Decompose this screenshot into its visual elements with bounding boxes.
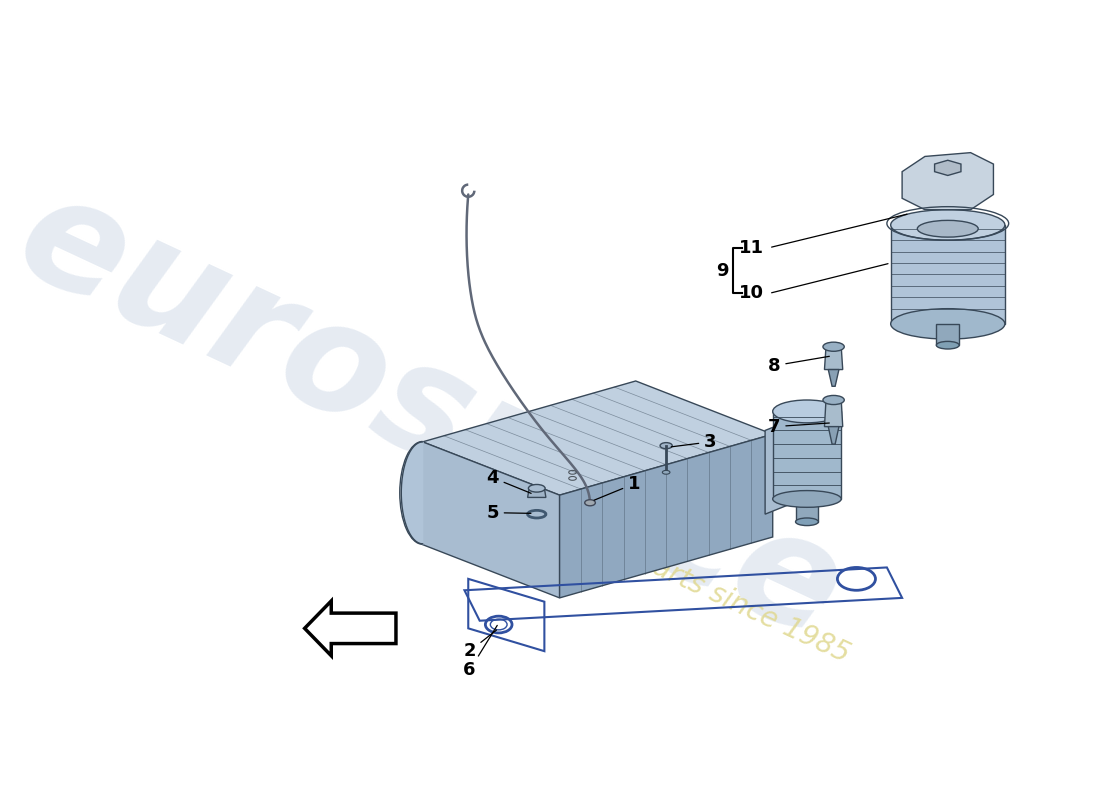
Polygon shape xyxy=(828,370,839,386)
Polygon shape xyxy=(825,346,843,370)
Ellipse shape xyxy=(917,220,978,237)
Ellipse shape xyxy=(528,485,546,492)
Text: 5: 5 xyxy=(486,504,531,522)
Text: 8: 8 xyxy=(768,356,829,374)
Text: a passion for parts since 1985: a passion for parts since 1985 xyxy=(462,466,855,669)
Ellipse shape xyxy=(891,210,1005,240)
Polygon shape xyxy=(935,160,961,175)
Ellipse shape xyxy=(823,395,845,405)
Polygon shape xyxy=(528,488,546,498)
Ellipse shape xyxy=(585,500,595,506)
Polygon shape xyxy=(828,426,839,444)
Ellipse shape xyxy=(662,470,670,474)
Ellipse shape xyxy=(660,442,672,449)
Polygon shape xyxy=(422,381,772,495)
Text: 3: 3 xyxy=(671,433,717,451)
Text: 11: 11 xyxy=(738,238,763,257)
Polygon shape xyxy=(795,499,818,522)
Polygon shape xyxy=(422,442,560,598)
Polygon shape xyxy=(825,400,843,426)
Ellipse shape xyxy=(891,309,1005,339)
Polygon shape xyxy=(305,601,396,656)
Text: 7: 7 xyxy=(768,418,829,436)
Text: 4: 4 xyxy=(486,469,531,494)
Text: 1: 1 xyxy=(594,474,640,500)
Text: 6: 6 xyxy=(463,626,497,679)
Ellipse shape xyxy=(772,490,842,507)
Text: 2: 2 xyxy=(463,630,496,660)
Polygon shape xyxy=(891,225,1005,324)
Polygon shape xyxy=(402,442,422,545)
Ellipse shape xyxy=(795,518,818,526)
Ellipse shape xyxy=(772,400,842,423)
Polygon shape xyxy=(902,153,993,210)
Polygon shape xyxy=(560,434,772,598)
Text: 9: 9 xyxy=(716,262,728,280)
Text: eurospace: eurospace xyxy=(0,159,865,671)
Polygon shape xyxy=(936,324,959,345)
Polygon shape xyxy=(766,400,842,514)
Polygon shape xyxy=(772,411,842,499)
Ellipse shape xyxy=(823,342,845,351)
Text: 10: 10 xyxy=(738,285,763,302)
Ellipse shape xyxy=(936,342,959,349)
